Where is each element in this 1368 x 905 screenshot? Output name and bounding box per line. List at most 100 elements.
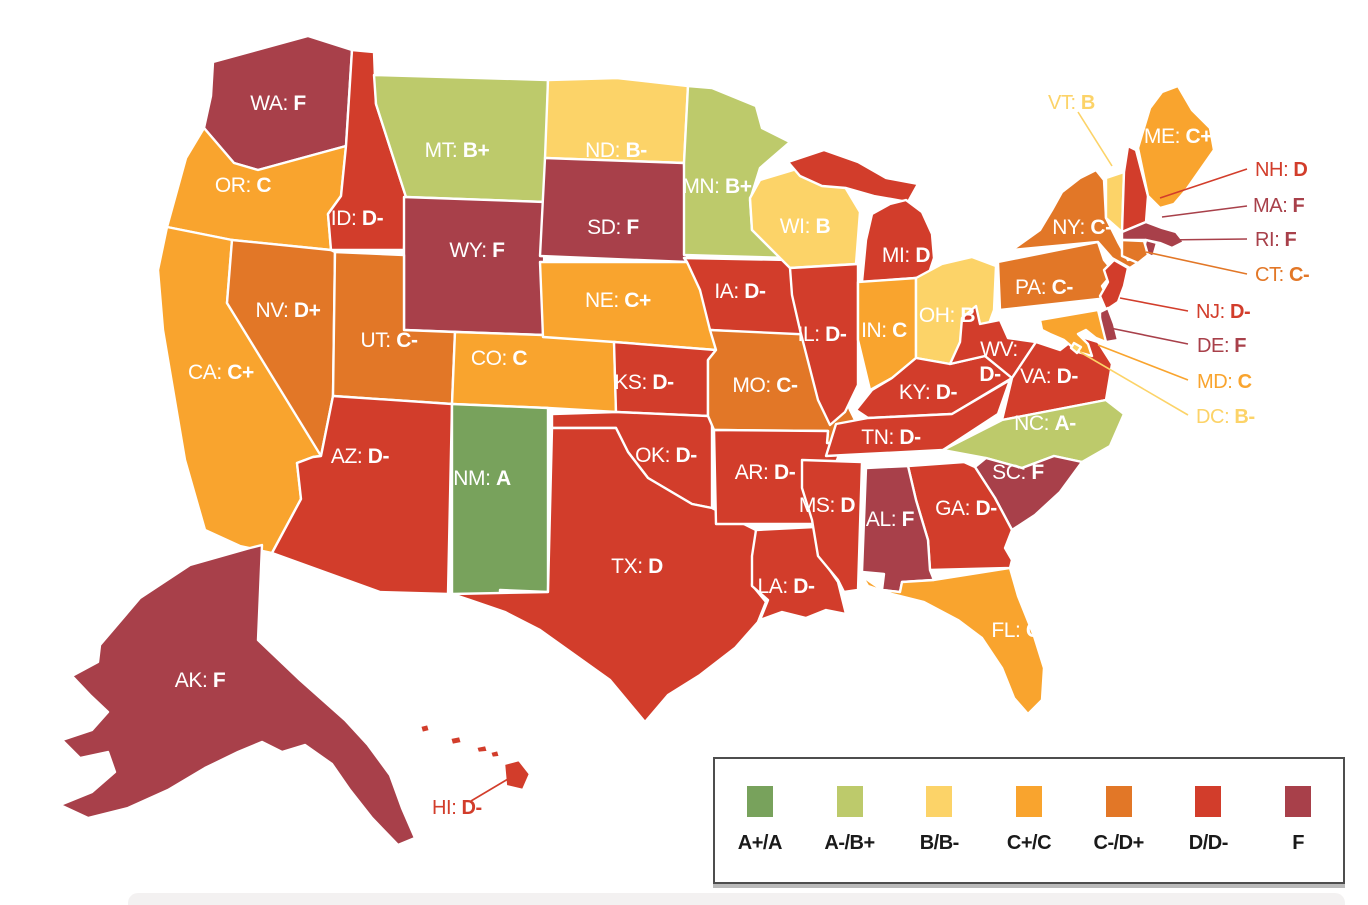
leader-nj — [1119, 297, 1189, 312]
state-label-me: ME: C+ — [1144, 125, 1212, 148]
legend-item-c-c: C+/C — [986, 786, 1072, 855]
state-label-mn: MN: B+ — [682, 175, 751, 198]
leader-ri — [1159, 238, 1248, 241]
state-az — [270, 394, 454, 596]
legend-label: D/D- — [1188, 832, 1229, 854]
leader-nh — [1159, 168, 1248, 199]
state-label-ca: CA: C+ — [188, 361, 254, 384]
callout-label-ct: CT: C- — [1255, 264, 1309, 286]
callout-label-ri: RI: F — [1255, 229, 1297, 251]
state-ct — [1120, 238, 1150, 265]
state-label-oh: OH: B — [919, 304, 976, 327]
state-sd — [538, 156, 689, 264]
state-hi — [502, 758, 532, 792]
callout-label-de: DE: F — [1197, 335, 1246, 357]
state-label-ne: NE: C+ — [585, 289, 651, 312]
legend-item-c-d-: C-/D+ — [1076, 786, 1162, 855]
state-ms — [800, 458, 864, 594]
state-label-wi: WI: B — [780, 215, 831, 238]
callout-label-md: MD: C — [1197, 371, 1252, 393]
callout-label-hi: HI: D- — [432, 797, 482, 819]
state-label-ky: KY: D- — [899, 381, 958, 404]
state-label-la: LA: D- — [757, 575, 815, 598]
state-label-mo: MO: C- — [732, 374, 798, 397]
state-tn — [824, 378, 1012, 458]
legend-label: C-/D+ — [1093, 832, 1145, 854]
state-label-ms: MS: D — [799, 494, 856, 517]
legend-item-d-d-: D/D- — [1165, 786, 1251, 855]
state-label-al: AL: F — [866, 508, 915, 531]
legend-swatch — [1285, 786, 1312, 817]
state-label-ks: KS: D- — [614, 371, 674, 394]
page-bottom-strip — [128, 893, 1345, 905]
legend-item-a-b-: A-/B+ — [807, 786, 893, 855]
state-wi — [748, 166, 862, 270]
state-mi — [860, 198, 936, 284]
legend-item-f: F — [1255, 786, 1341, 855]
state-shapes — [58, 34, 1216, 847]
state-label-wa: WA: F — [250, 92, 306, 115]
state-label-or: OR: C — [215, 174, 272, 197]
state-tx — [450, 426, 768, 724]
state-label-nd: ND: B- — [585, 139, 647, 162]
state-label-tx: TX: D — [611, 555, 663, 578]
state-label-nv: NV: D+ — [255, 299, 320, 322]
state-label-wv: WV: D- — [979, 338, 1018, 386]
state-label-fl: FL: C — [991, 619, 1041, 642]
state-labels: WA: F OR: C CA: C+ NV: D+ ID: D- MT: B+ WY: F U… — [175, 92, 1213, 692]
state-label-tn: TN: D- — [861, 426, 921, 449]
state-label-ak: AK: F — [175, 669, 226, 692]
legend-label: A+/A — [737, 832, 783, 854]
state-hi-island-2 — [448, 734, 464, 747]
legend-swatch — [836, 786, 863, 817]
legend-item-b-b-: B/B- — [896, 786, 982, 855]
legend-swatch — [926, 786, 953, 817]
state-me — [1136, 84, 1216, 210]
state-nj — [1098, 258, 1130, 312]
state-label-sc: SC: F — [992, 461, 1044, 484]
legend-swatch — [1015, 786, 1042, 817]
legend-label: F — [1292, 832, 1304, 854]
legend: A+/A A-/B+ B/B- C+/C C-/D+ D/D- F — [713, 757, 1345, 884]
leader-de — [1109, 327, 1189, 345]
state-dc — [1069, 341, 1083, 355]
legend-swatch — [746, 786, 773, 817]
leader-hi — [470, 778, 509, 802]
state-label-ia: IA: D- — [714, 280, 766, 303]
state-label-ut: UT: C- — [360, 329, 418, 352]
callout-label-ma: MA: F — [1253, 195, 1305, 217]
state-label-id: ID: D- — [331, 207, 384, 230]
leader-ma — [1161, 205, 1248, 218]
state-wv — [948, 304, 1038, 380]
state-label-pa: PA: C- — [1015, 276, 1073, 299]
state-label-az: AZ: D- — [331, 445, 390, 468]
state-label-va: VA: D- — [1020, 365, 1078, 388]
leader-ct — [1145, 251, 1248, 275]
state-label-mt: MT: B+ — [425, 139, 490, 162]
state-hi-island-4 — [488, 748, 502, 760]
state-hi-island-1 — [418, 722, 432, 735]
legend-label: B/B- — [919, 832, 960, 854]
callout-label-nj: NJ: D- — [1196, 301, 1250, 323]
state-wy — [402, 195, 547, 337]
callout-label-vt: VT: B — [1048, 92, 1095, 114]
state-co — [450, 330, 618, 414]
legend-label: C+/C — [1006, 832, 1052, 854]
state-label-ga: GA: D- — [935, 497, 997, 520]
state-label-nm: NM: A — [453, 467, 511, 490]
state-label-in: IN: C — [861, 319, 907, 342]
state-hi-island-3 — [474, 743, 490, 755]
callout-labels: VT: B NH: D MA: F RI: F CT: C- NJ: D- DE… — [432, 92, 1310, 819]
state-label-il: IL: D- — [798, 323, 847, 346]
state-md — [1038, 308, 1108, 358]
state-label-nc: NC: A- — [1014, 412, 1076, 435]
state-label-wy: WY: F — [449, 239, 505, 262]
state-fl — [860, 566, 1046, 716]
callout-leader-lines — [470, 111, 1248, 802]
legend-label: A-/B+ — [824, 832, 875, 854]
state-label-sd: SD: F — [587, 216, 639, 239]
state-label-mi: MI: D — [882, 244, 930, 267]
state-nm — [450, 402, 550, 602]
